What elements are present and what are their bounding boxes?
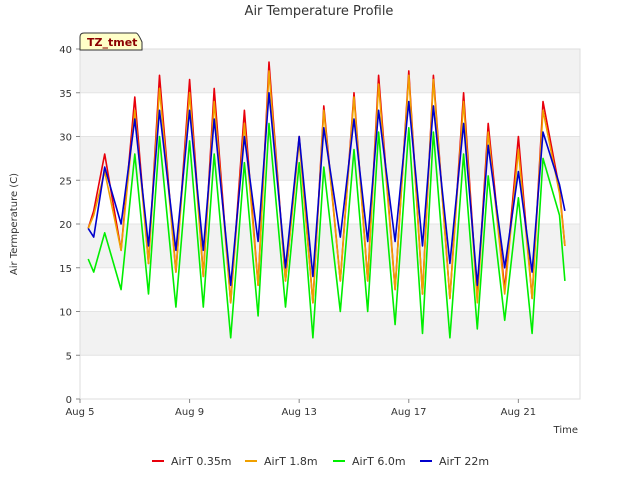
- series-line-2: [87, 70, 566, 304]
- y-tick-label: 30: [59, 133, 72, 144]
- y-tick-label: 5: [66, 351, 72, 362]
- legend-label: AirT 22m: [439, 455, 489, 468]
- background-band: [80, 311, 580, 356]
- x-axis-label: Time: [553, 425, 578, 436]
- legend-label: AirT 1.8m: [264, 455, 318, 468]
- annotation-tag: TZ_tmet: [79, 32, 143, 51]
- chart-title: Air Temperature Profile: [245, 4, 394, 19]
- x-axis-ticks: Aug 5 Aug 9 Aug 13 Aug 17 Aug 21: [65, 399, 536, 418]
- legend-label: AirT 6.0m: [352, 455, 406, 468]
- x-tick-label: Aug 9: [175, 407, 204, 418]
- annotation-tag-label: TZ_tmet: [87, 36, 137, 49]
- x-tick-label: Aug 5: [65, 407, 94, 418]
- legend: AirT 0.35m AirT 1.8m AirT 6.0m AirT 22m: [152, 455, 489, 468]
- series-lines: [87, 61, 566, 339]
- y-tick-label: 20: [59, 220, 72, 231]
- x-tick-label: Aug 21: [501, 407, 536, 418]
- y-axis-ticks: 0 5 10 15 20 25 30 35 40: [59, 45, 80, 406]
- series-line-4: [87, 92, 566, 287]
- y-tick-label: 40: [59, 45, 72, 56]
- legend-label: AirT 0.35m: [171, 455, 232, 468]
- series-line-1: [87, 61, 566, 304]
- x-tick-label: Aug 17: [391, 407, 426, 418]
- y-tick-label: 35: [59, 89, 72, 100]
- y-tick-label: 25: [59, 176, 72, 187]
- x-tick-label: Aug 13: [281, 407, 316, 418]
- y-tick-label: 15: [59, 264, 72, 275]
- background-band: [80, 49, 580, 93]
- annotation-tag-shape: [79, 32, 143, 51]
- y-tick-label: 0: [66, 395, 72, 406]
- y-tick-label: 10: [59, 308, 72, 319]
- series-line-3: [87, 122, 566, 339]
- y-axis-label: Air Termperature (C): [9, 173, 20, 275]
